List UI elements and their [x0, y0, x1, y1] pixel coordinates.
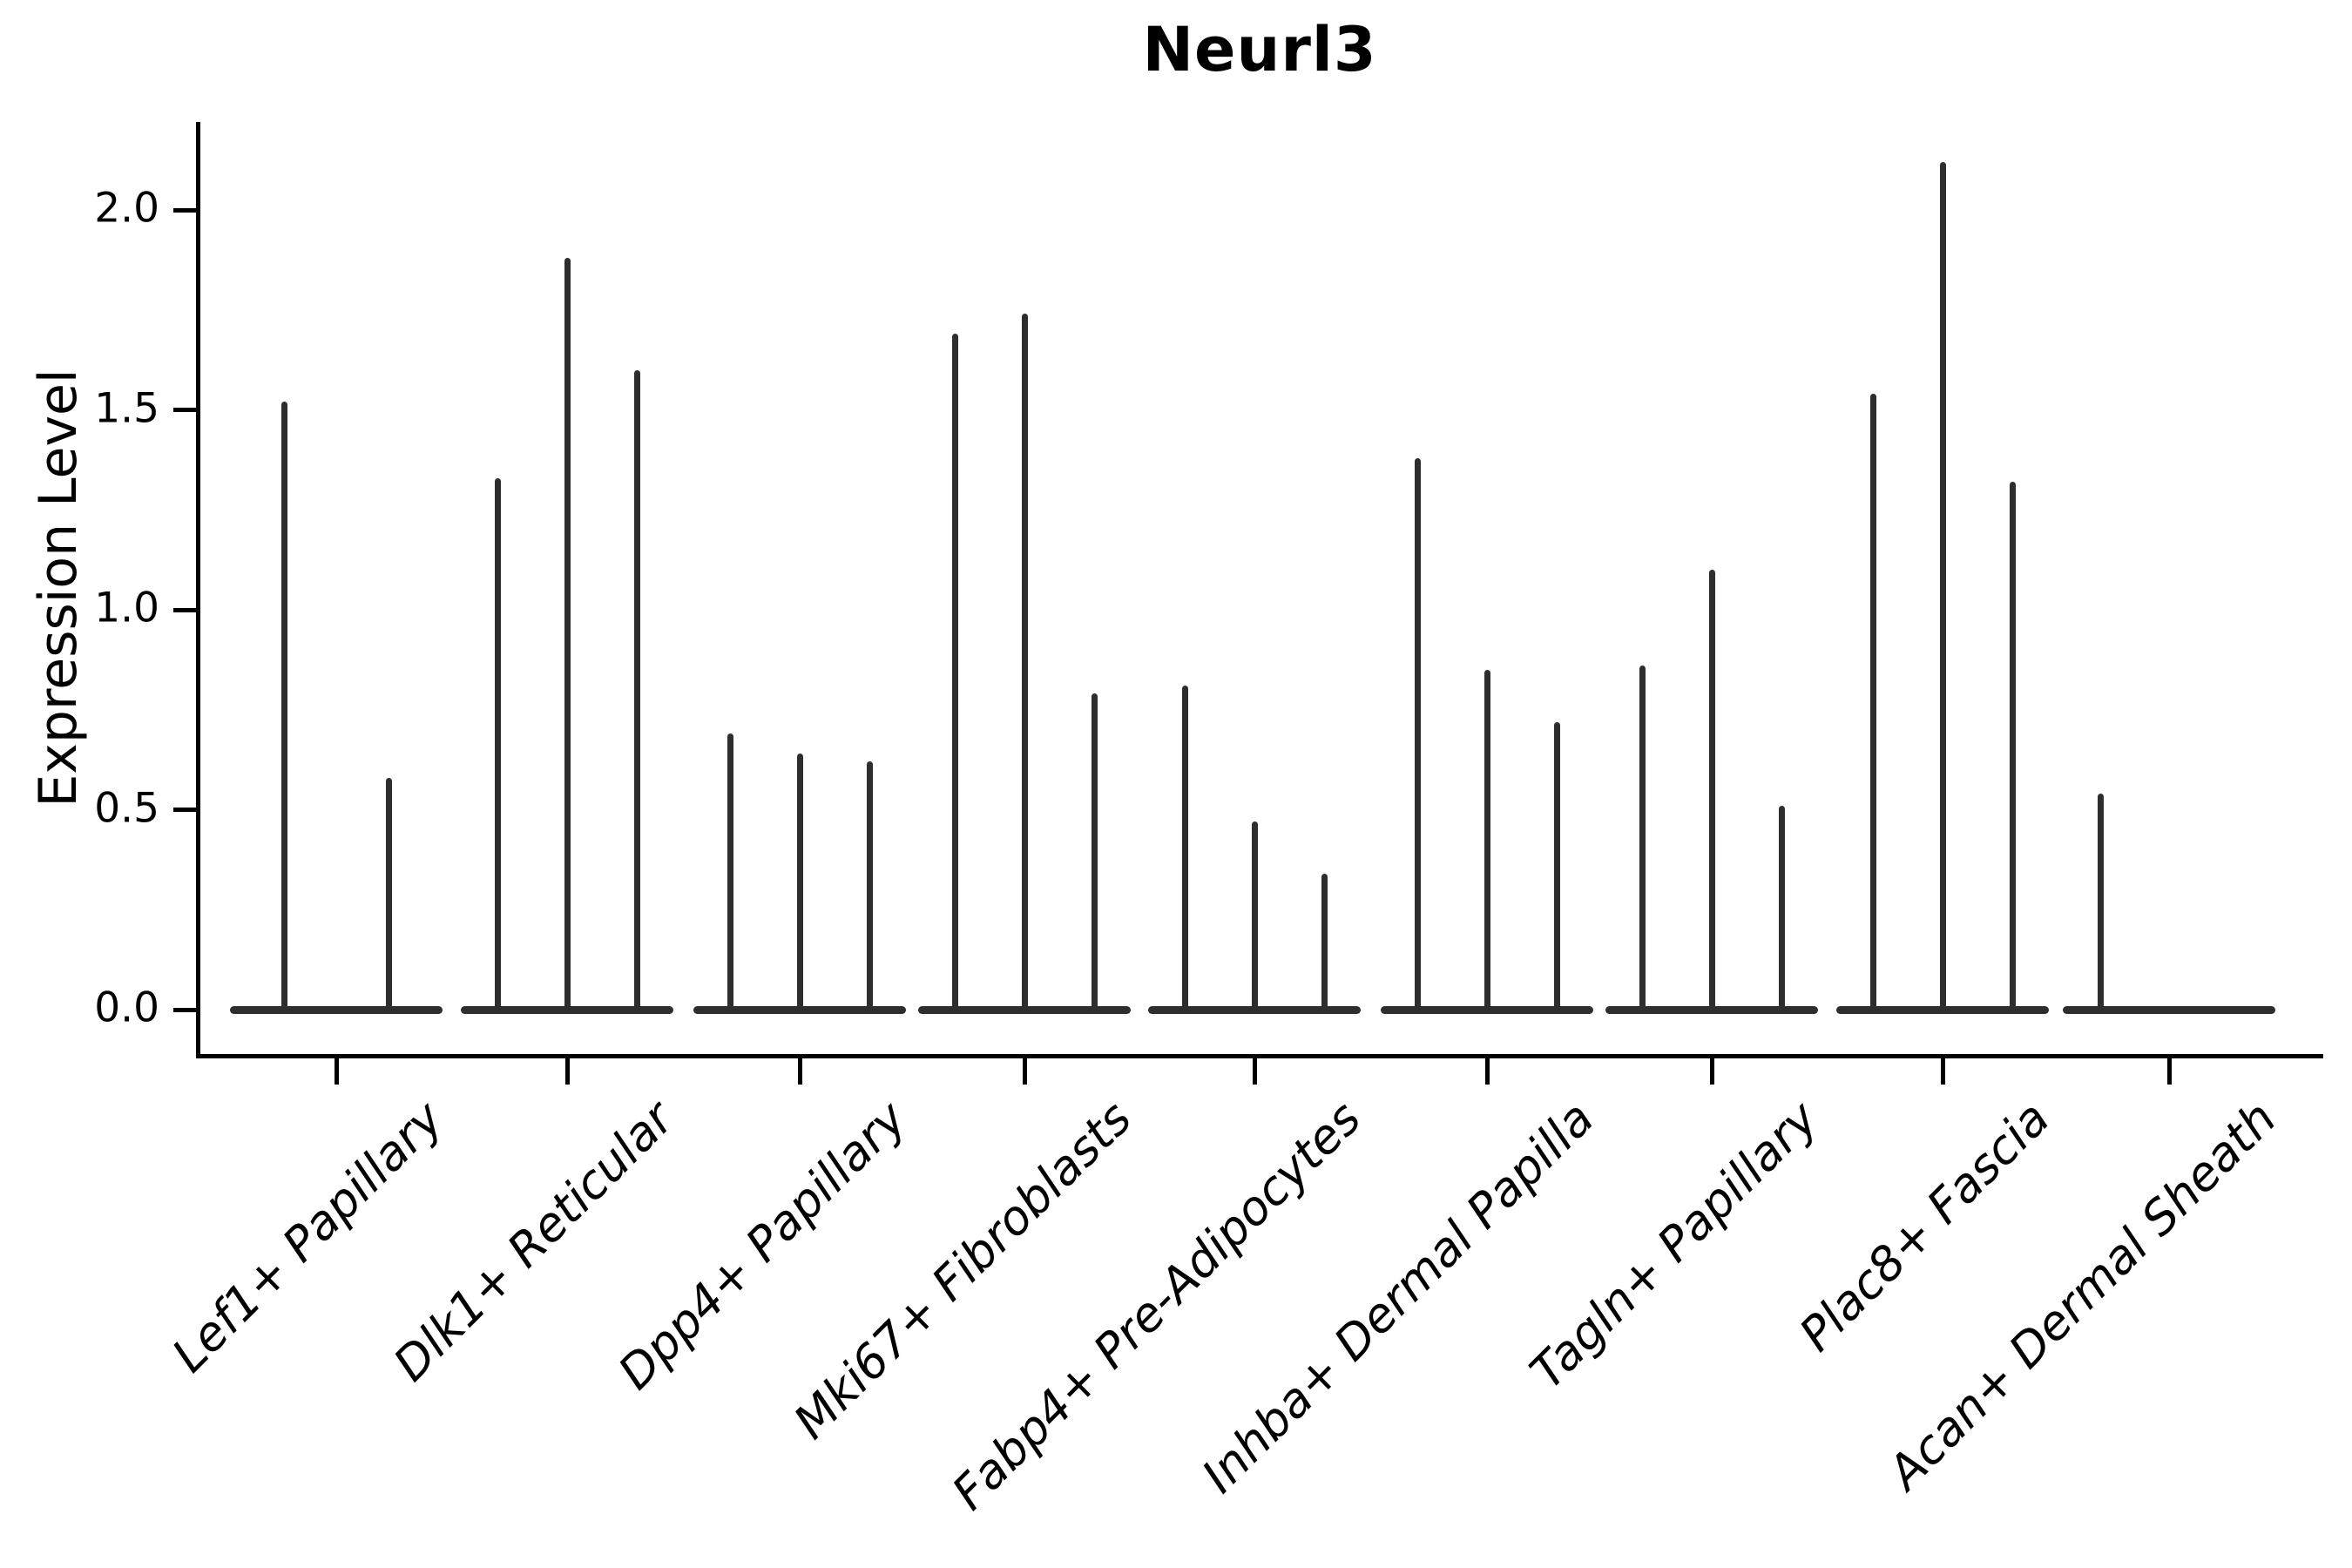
violin-spike: [633, 369, 640, 1013]
violin-base: [230, 1005, 443, 1014]
violin-spike: [1939, 161, 1946, 1013]
violin-base: [2063, 1005, 2275, 1014]
x-tick-mark: [1022, 1058, 1027, 1085]
y-axis-spine: [196, 122, 200, 1058]
y-tick-mark: [173, 1007, 196, 1012]
y-tick-label: 0.5: [94, 783, 159, 832]
violin-spike: [2097, 794, 2104, 1013]
y-tick-label: 1.5: [94, 383, 159, 432]
x-tick-mark: [1252, 1058, 1257, 1085]
violin-spike: [796, 754, 803, 1013]
violin-spike: [1021, 314, 1028, 1013]
y-tick-label: 2.0: [94, 184, 159, 233]
violin-spike: [1639, 666, 1646, 1013]
violin-spike: [866, 761, 873, 1013]
x-tick-label: Inhba+ Dermal Papilla: [1191, 1091, 1605, 1504]
x-tick-mark: [2166, 1058, 2172, 1085]
violin-spike: [2009, 482, 2016, 1013]
x-tick-label: Fabp4+ Pre-Adipocytes: [942, 1091, 1372, 1521]
chart-title: Neurl3: [1142, 14, 1377, 85]
x-axis-spine: [196, 1054, 2323, 1058]
y-tick-mark: [173, 207, 196, 213]
violin-spike: [1484, 669, 1490, 1013]
x-tick-mark: [1940, 1058, 1945, 1085]
x-tick-mark: [797, 1058, 802, 1085]
x-tick-label: Acan+ Dermal Sheath: [1876, 1091, 2287, 1500]
violin-spike: [280, 402, 287, 1013]
violin-spike: [1869, 394, 1876, 1013]
violin-spike: [1708, 570, 1715, 1013]
violin-spike: [1414, 457, 1421, 1013]
violin-spike: [1778, 805, 1785, 1013]
x-tick-mark: [564, 1058, 570, 1085]
y-tick-mark: [173, 808, 196, 812]
violin-spike: [1553, 721, 1560, 1013]
violin-spike: [727, 733, 733, 1013]
violin-spike: [1181, 686, 1188, 1013]
y-tick-mark: [173, 607, 196, 612]
violin-spike: [1091, 693, 1098, 1013]
violin-spike: [385, 777, 392, 1013]
violin-spike: [494, 477, 501, 1013]
x-tick-mark: [334, 1058, 339, 1085]
y-tick-label: 0.0: [94, 983, 159, 1032]
violin-spike: [1321, 873, 1328, 1013]
violin-spike: [1251, 821, 1258, 1013]
x-tick-mark: [1709, 1058, 1714, 1085]
x-tick-mark: [1484, 1058, 1490, 1085]
violin-spike: [951, 334, 958, 1013]
violin-spike: [564, 258, 571, 1013]
y-tick-label: 1.0: [94, 584, 159, 632]
y-tick-mark: [173, 408, 196, 412]
